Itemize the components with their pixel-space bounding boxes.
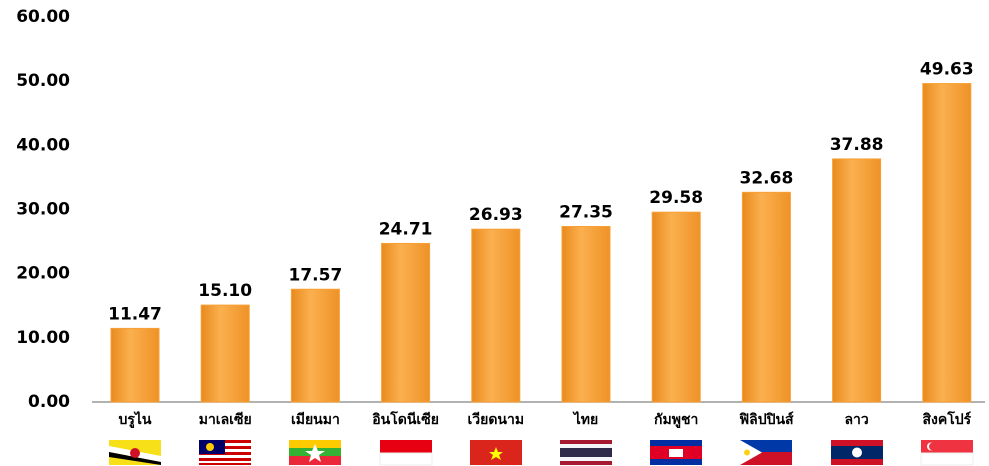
- bar: [651, 211, 701, 403]
- bar: [110, 327, 160, 403]
- y-tick-label: 30.00: [16, 200, 70, 220]
- bar: [922, 83, 972, 403]
- flag: [831, 440, 883, 465]
- value-label: 26.93: [469, 205, 523, 225]
- y-tick-label: 0.00: [28, 392, 70, 412]
- bar: [290, 288, 340, 403]
- bar: [200, 304, 250, 403]
- value-label: 15.10: [198, 281, 252, 301]
- flag: [379, 440, 433, 466]
- x-tick-label: กัมพูชา: [654, 412, 698, 428]
- value-label: 24.71: [379, 219, 433, 239]
- x-tick-label: เวียดนาม: [467, 412, 524, 428]
- flag: [109, 440, 161, 465]
- y-tick-label: 60.00: [16, 7, 70, 27]
- value-label: 29.58: [649, 188, 703, 208]
- x-tick-label: อินโดนีเซีย: [372, 410, 439, 428]
- flag: [470, 440, 522, 465]
- value-label: 32.68: [740, 168, 794, 188]
- bar: [561, 226, 611, 403]
- flag: [740, 440, 792, 465]
- value-label: 37.88: [830, 135, 884, 155]
- x-tick-label: เมียนมา: [291, 412, 340, 428]
- value-label: 17.57: [289, 265, 343, 285]
- flags: [109, 440, 974, 466]
- value-label: 49.63: [920, 60, 974, 80]
- x-tick-label: บรูไน: [118, 410, 151, 428]
- bar: [471, 228, 521, 403]
- y-tick-label: 40.00: [16, 135, 70, 155]
- y-tick-label: 50.00: [16, 71, 70, 91]
- value-label: 11.47: [108, 304, 162, 324]
- flag: [560, 440, 612, 465]
- flag: [650, 440, 702, 465]
- x-tick-label: ลาว: [844, 412, 868, 428]
- bar: [741, 191, 791, 403]
- flag: [920, 440, 974, 466]
- x-tick-label: ฟิลิปปินส์: [738, 411, 794, 428]
- value-label: 27.35: [559, 203, 613, 223]
- bar: [381, 242, 431, 403]
- x-tick-label: มาเลเซีย: [199, 412, 252, 428]
- bar: [832, 158, 882, 403]
- flag: [289, 440, 341, 465]
- y-tick-label: 10.00: [16, 328, 70, 348]
- flag: [199, 440, 251, 465]
- x-tick-label: สิงคโปร์: [922, 410, 972, 428]
- y-tick-label: 20.00: [16, 264, 70, 284]
- x-tick-label: ไทย: [572, 410, 598, 428]
